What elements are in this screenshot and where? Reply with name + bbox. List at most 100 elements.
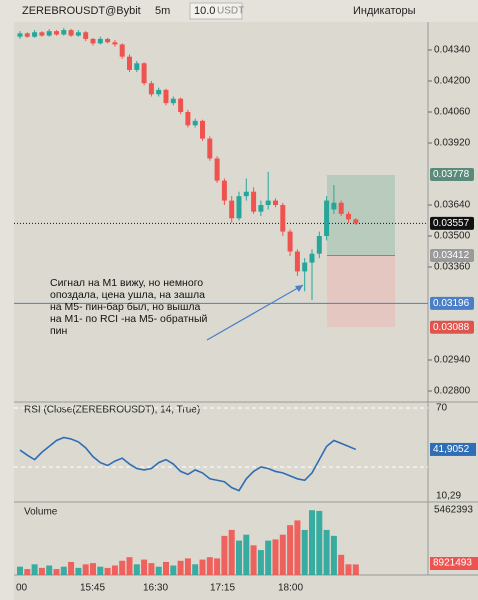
- price-badge-label: 0.03412: [433, 250, 470, 261]
- volume-bar: [177, 560, 184, 575]
- volume-bar: [301, 529, 308, 575]
- candle-body: [265, 200, 271, 205]
- annotation-line: на М1- по RCI -на М5- обратный: [50, 313, 208, 325]
- candle-body: [302, 262, 308, 272]
- candle-body: [83, 32, 89, 39]
- volume-bar: [111, 565, 118, 575]
- candle-body: [207, 138, 213, 159]
- rsi-badge-label: 41,9052: [433, 444, 470, 455]
- price-tick-label: 0.04060: [434, 107, 471, 118]
- qty: 10.0: [194, 5, 215, 17]
- time-label: 18:00: [278, 583, 303, 594]
- volume-bar: [323, 529, 330, 575]
- volume-bar: [97, 566, 104, 575]
- volume-bar: [163, 561, 169, 575]
- price-badge: [430, 216, 474, 230]
- candle-body: [54, 31, 59, 35]
- volume-current-label: 8921493: [433, 558, 472, 569]
- rsi-tick-label: 10,29: [436, 491, 461, 502]
- volume-bar: [287, 525, 294, 575]
- volume-bar: [90, 563, 96, 575]
- interval[interactable]: 5m: [155, 5, 170, 17]
- volume-bar: [133, 564, 140, 575]
- volume-bar: [316, 510, 323, 575]
- rsi-title: RSI (Close(ZEREBROUSDT), 14, True): [24, 405, 200, 416]
- candle-body: [163, 89, 169, 104]
- arrow: [206, 284, 304, 341]
- price-badge-label: 0.03196: [433, 298, 470, 309]
- indicators-button[interactable]: Индикаторы: [353, 5, 416, 17]
- volume-bar: [155, 566, 162, 575]
- candle-body: [141, 63, 147, 84]
- candle-body: [214, 158, 220, 181]
- volume-bar: [352, 564, 359, 575]
- price-tick-label: 0.02940: [434, 355, 471, 366]
- candle-body: [170, 98, 176, 104]
- volume-bar: [265, 540, 272, 575]
- volume-current-badge: [430, 557, 478, 570]
- candle-body: [273, 200, 278, 205]
- candle-body: [61, 30, 67, 35]
- symbol[interactable]: ZEREBROUSDT@Bybit: [22, 5, 141, 17]
- volume-bar: [345, 564, 352, 575]
- volume-bar: [148, 563, 155, 575]
- volume-bar: [75, 567, 82, 575]
- volume-bar: [60, 566, 67, 575]
- candle-body: [338, 202, 344, 214]
- volume-bar: [228, 529, 235, 575]
- price-badge: [430, 167, 474, 181]
- price-tick-label: 0.03360: [434, 262, 471, 273]
- price-badge-label: 0.03778: [433, 169, 470, 180]
- candle-body: [156, 89, 162, 95]
- arrow-head: [295, 285, 303, 292]
- candle-body: [112, 42, 118, 45]
- price-tick-label: 0.03640: [434, 200, 471, 211]
- candle-body: [353, 219, 359, 224]
- candle-body: [229, 200, 235, 219]
- loss-zone[interactable]: [327, 256, 395, 327]
- volume-bar: [119, 560, 126, 575]
- volume-top-bg: [432, 505, 478, 516]
- candle-body: [24, 33, 30, 37]
- annotation-line: пин: [50, 325, 68, 337]
- volume-bar: [214, 558, 221, 575]
- candle-body: [134, 63, 140, 70]
- volume-bar: [250, 545, 257, 575]
- volume-bar: [82, 564, 89, 575]
- time-label: 16:30: [143, 583, 168, 594]
- qty-box[interactable]: [189, 2, 243, 20]
- rsi-line: [19, 436, 357, 492]
- price-badge-label: 0.03088: [433, 322, 470, 333]
- time-label: 17:15: [210, 583, 235, 594]
- volume-bar: [221, 535, 228, 575]
- candle-body: [309, 253, 315, 263]
- candle-body: [185, 112, 191, 126]
- currency: USDT: [217, 6, 244, 17]
- time-label: 15:45: [80, 583, 105, 594]
- annotation-line: Сигнал на М1 вижу, но немного: [50, 277, 203, 289]
- volume-bar: [272, 539, 279, 575]
- volume-bar: [309, 510, 315, 575]
- candle-body: [236, 196, 242, 219]
- candle-body: [148, 83, 154, 95]
- profit-zone[interactable]: [327, 175, 395, 256]
- volume-bar: [199, 559, 206, 575]
- volume-bar: [192, 564, 199, 575]
- volume-bar: [46, 565, 53, 575]
- volume-bar: [184, 558, 191, 575]
- candle-body: [280, 205, 286, 232]
- volume-bar: [243, 534, 250, 575]
- price-badge: [430, 296, 474, 310]
- price-tick-label: 0.03920: [434, 138, 471, 149]
- volume-bar: [53, 569, 60, 575]
- candle-body: [90, 38, 96, 44]
- volume-bar: [31, 564, 38, 575]
- candle-body: [97, 38, 103, 44]
- rsi-badge: [430, 442, 476, 456]
- price-tick-label: 0.04200: [434, 76, 471, 87]
- rsi-tick-label: 70: [436, 403, 448, 414]
- price-tick-label: 0.02800: [434, 386, 471, 397]
- candle-body: [17, 33, 23, 37]
